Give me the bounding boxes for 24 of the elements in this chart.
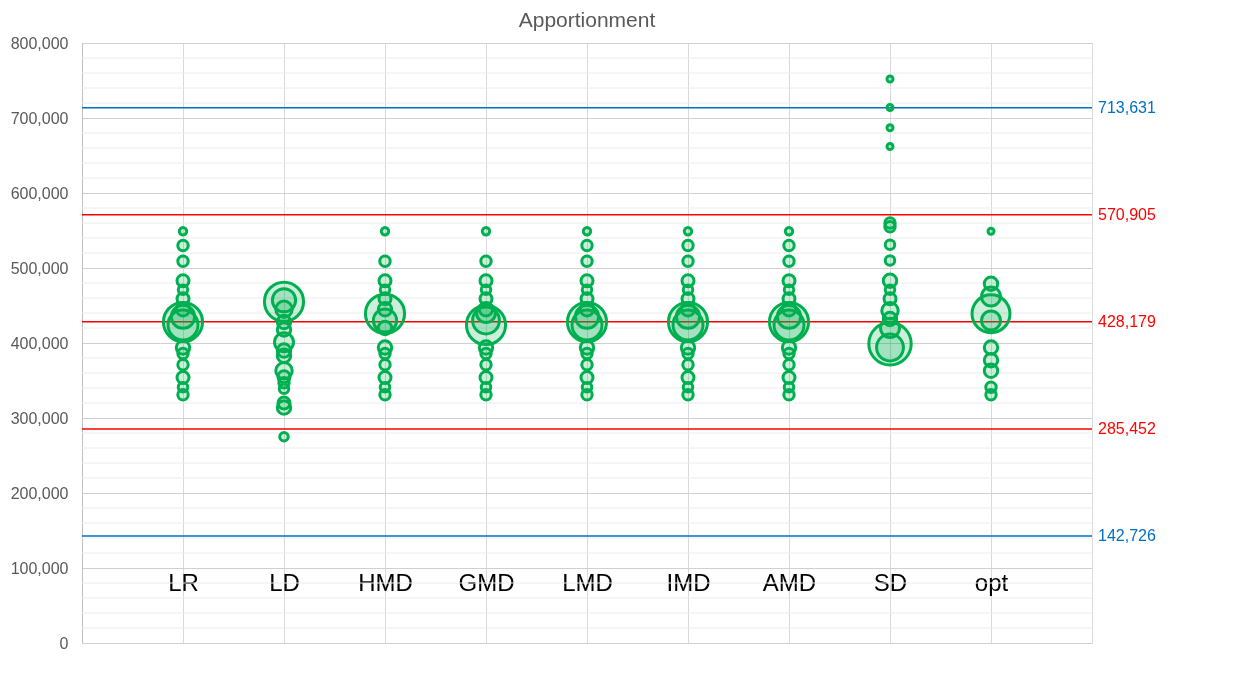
y-tick-label: 100,000 (10, 559, 69, 577)
x-tick-label: opt (974, 568, 1009, 596)
chart-title: Apportionment (518, 8, 656, 31)
y-tick-label: 200,000 (10, 484, 69, 502)
x-tick-label: AMD (762, 568, 817, 596)
ref-line-label: 570,905 (1098, 205, 1156, 223)
x-tick-label: LMD (562, 568, 613, 596)
x-tick-label: LR (168, 568, 199, 596)
y-tick-label: 400,000 (10, 334, 69, 352)
ref-line-label: 142,726 (1098, 526, 1156, 544)
x-tick-label: LD (269, 568, 300, 596)
x-tick-label: HMD (358, 568, 413, 596)
y-tick-label: 0 (59, 634, 69, 652)
y-tick-label: 700,000 (10, 109, 69, 127)
x-tick-label: GMD (458, 568, 515, 596)
x-tick-label: SD (873, 568, 908, 596)
x-tick-label: IMD (666, 568, 711, 596)
ref-line-label: 285,452 (1098, 419, 1156, 437)
ref-line-label: 713,631 (1098, 98, 1156, 116)
ref-line-label: 428,179 (1098, 312, 1156, 330)
y-tick-label: 600,000 (10, 184, 69, 202)
y-tick-label: 500,000 (10, 259, 69, 277)
y-tick-label: 800,000 (10, 34, 69, 52)
y-tick-label: 300,000 (10, 409, 69, 427)
